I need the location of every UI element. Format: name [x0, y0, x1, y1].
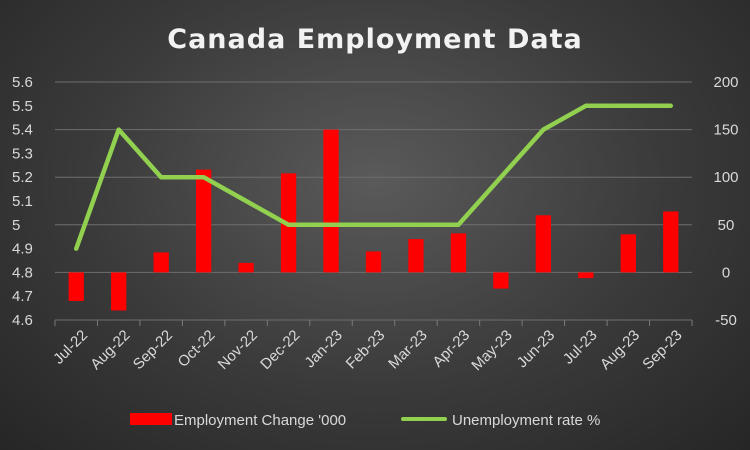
y-right-tick-label: 150 — [713, 122, 738, 139]
x-tick-label: Aug-22 — [87, 327, 133, 373]
y-right-tick-label: 200 — [713, 74, 738, 91]
bar-series — [68, 129, 679, 311]
bar-apr-23 — [450, 233, 467, 273]
y-left-tick-label: 5.3 — [12, 145, 33, 162]
y-right-tick-label: -50 — [715, 312, 737, 329]
bar-oct-22 — [195, 169, 212, 273]
line-series — [73, 103, 674, 251]
x-tick-label: Sep-22 — [130, 327, 176, 373]
y-left-tick-label: 5.4 — [12, 122, 33, 139]
legend-label-unemployment-rate: Unemployment rate % — [452, 412, 600, 429]
bar-sep-23 — [663, 211, 679, 273]
x-tick-label: Feb-23 — [343, 327, 389, 373]
x-tick-label: Nov-22 — [215, 327, 261, 373]
bar-mar-23 — [408, 239, 424, 273]
y-right-tick-label: 0 — [722, 264, 730, 281]
x-tick-label: Dec-22 — [257, 327, 303, 373]
legend: Employment Change '000 Unemployment rate… — [130, 412, 600, 429]
x-tick-label: Jul-23 — [560, 327, 601, 368]
y-left-tick-label: 5.1 — [12, 193, 33, 210]
bar-jul-23 — [578, 272, 594, 279]
y-axis-right: -50 0 50 100 150 200 — [713, 74, 738, 329]
bar-jul-22 — [68, 272, 84, 301]
chart-title: Canada Employment Data — [167, 24, 582, 55]
bar-may-23 — [493, 272, 509, 289]
x-tick-label: Jan-23 — [301, 327, 345, 371]
y-left-tick-label: 4.9 — [12, 241, 33, 258]
y-right-tick-label: 100 — [713, 169, 738, 186]
legend-swatch-employment-change — [130, 413, 172, 425]
bar-aug-22 — [111, 272, 127, 311]
x-tick-label: Jun-23 — [514, 327, 558, 371]
legend-label-employment-change: Employment Change '000 — [174, 412, 346, 429]
x-tick-label: Oct-22 — [175, 327, 219, 371]
y-right-tick-label: 50 — [718, 217, 735, 234]
y-left-tick-label: 5.5 — [12, 98, 33, 115]
bar-jun-23 — [535, 215, 552, 273]
y-left-tick-label: 5 — [12, 217, 20, 234]
y-left-tick-label: 5.2 — [12, 169, 33, 186]
y-left-tick-label: 4.8 — [12, 264, 33, 281]
bar-feb-23 — [365, 251, 382, 273]
y-left-tick-label: 5.6 — [12, 74, 33, 91]
bar-aug-23 — [620, 234, 636, 273]
bar-nov-22 — [238, 262, 254, 273]
bar-sep-22 — [153, 252, 169, 273]
y-axis-left: 4.6 4.7 4.8 4.9 5 5.1 5.2 5.3 5.4 5.5 5.6 — [12, 74, 33, 329]
x-tick-label: Jul-22 — [50, 327, 91, 368]
unemployment-rate-line — [73, 103, 674, 251]
x-tick-label: May-23 — [468, 327, 515, 374]
y-left-tick-label: 4.6 — [12, 312, 33, 329]
bar-jan-23 — [323, 129, 339, 273]
x-axis: Jul-22Aug-22Sep-22Oct-22Nov-22Dec-22Jan-… — [50, 320, 693, 374]
x-tick-label: Apr-23 — [429, 327, 473, 371]
gridlines — [55, 81, 692, 321]
y-left-tick-label: 4.7 — [12, 288, 33, 305]
x-tick-label: Aug-23 — [597, 327, 643, 373]
x-tick-label: Sep-23 — [639, 327, 685, 373]
x-tick-label: Mar-23 — [385, 327, 431, 373]
